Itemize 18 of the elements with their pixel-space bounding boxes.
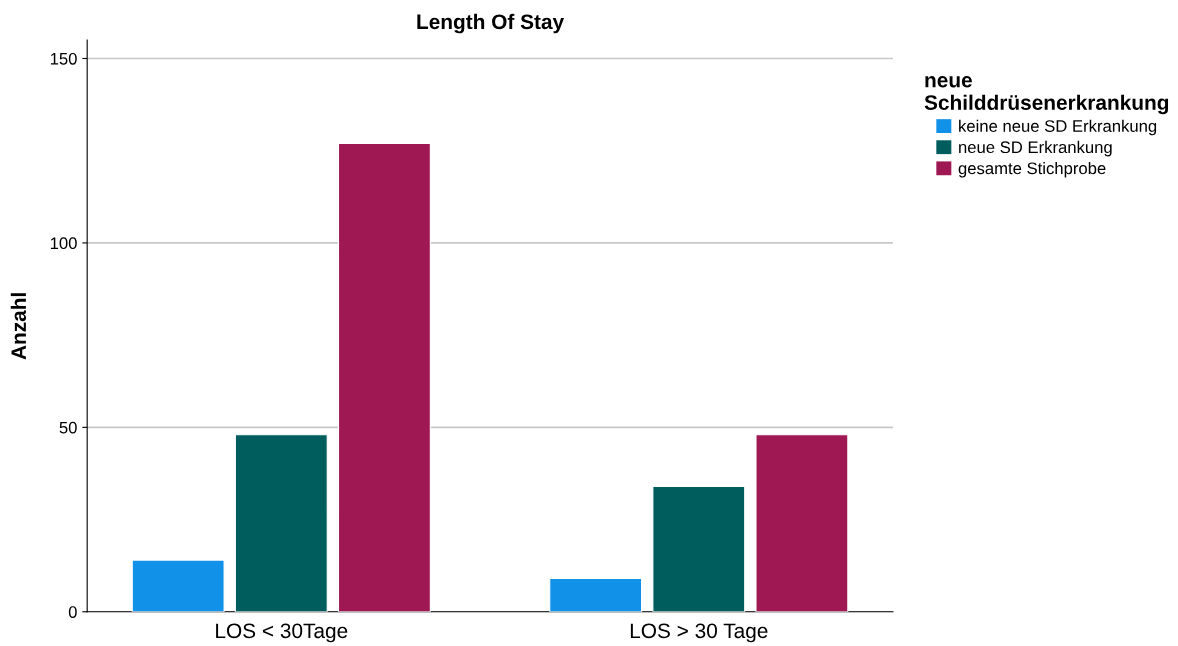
- x-tick-label: LOS > 30 Tage: [630, 623, 768, 643]
- bar: [755, 434, 849, 612]
- legend-title: neue Schilddrüsenerkrankung: [924, 76, 1169, 115]
- bar: [652, 485, 746, 612]
- chart-title: Length Of Stay: [417, 13, 565, 34]
- y-axis-title: Anzahl: [10, 293, 27, 360]
- y-tick-label: 150: [50, 52, 77, 65]
- bar: [337, 142, 431, 612]
- legend-label: keine neue SD Erkrankung: [959, 119, 1157, 136]
- bar: [234, 434, 328, 612]
- y-tick-label: 50: [59, 421, 77, 434]
- legend-label: neue SD Erkrankung: [959, 140, 1112, 157]
- bar: [131, 559, 225, 612]
- bar: [549, 578, 643, 612]
- y-tick-label: 0: [68, 606, 77, 618]
- y-tick-label: 100: [50, 237, 77, 250]
- legend-label: gesamte Stichprobe: [958, 161, 1106, 178]
- x-tick-label: LOS < 30Tage: [216, 623, 348, 643]
